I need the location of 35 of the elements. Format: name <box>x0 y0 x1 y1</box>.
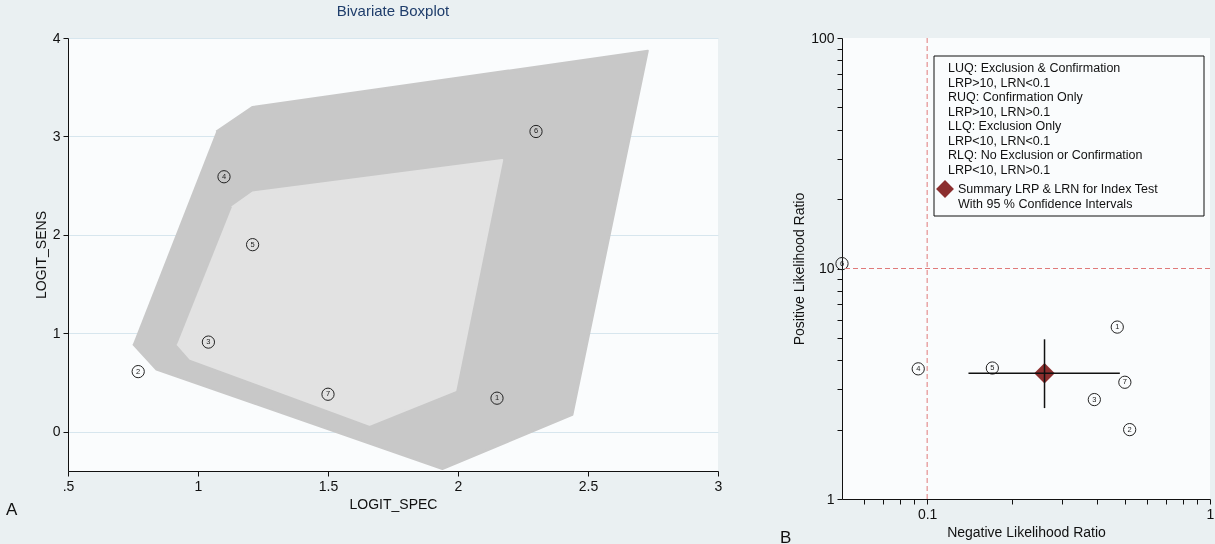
annotation: LUQ: Exclusion & Confirmation <box>948 61 1121 75</box>
x-tick-label: 1 <box>194 477 203 494</box>
x-tick-label: 0.1 <box>917 505 938 522</box>
y-tick-label: 0 <box>52 423 61 440</box>
annotation: RUQ: Confirmation Only <box>948 90 1084 104</box>
y-tick-label: 10 <box>818 260 835 276</box>
y-tick-label: 2 <box>52 226 61 243</box>
x-tick-label: 2 <box>454 477 463 494</box>
annotation: LLQ: Exclusion Only <box>948 119 1062 133</box>
x-axis-title: LOGIT_SPEC <box>349 495 438 512</box>
y-axis-title: LOGIT_SENS <box>32 211 49 299</box>
y-tick-label: 4 <box>52 29 61 46</box>
x-axis-title: Negative Likelihood Ratio <box>947 523 1107 540</box>
annotation: LRP>10, LRN>0.1 <box>948 104 1051 119</box>
y-tick-label: 3 <box>52 127 61 144</box>
text: A <box>6 500 18 519</box>
annotation: LRP<10, LRN<0.1 <box>948 133 1051 148</box>
chart-title: Bivariate Boxplot <box>336 2 451 19</box>
x-tick-label: 1.5 <box>318 477 339 494</box>
x-tick-label: .5 <box>62 477 75 494</box>
point <box>201 335 216 349</box>
annotation: RLQ: No Exclusion or Confirmation <box>948 148 1143 162</box>
text: B <box>780 528 792 544</box>
x-tick-label: 3 <box>714 477 723 494</box>
legend-label: Summary LRP & LRN for Index Test With 95 % Confidence Intervals <box>958 182 1159 211</box>
annotation: LRP<10, LRN>0.1 <box>948 162 1051 177</box>
y-axis-title: Positive Likelihood Ratio <box>791 192 808 346</box>
point <box>245 238 260 252</box>
y-tick-label: 100 <box>811 29 835 46</box>
annotation: LRP>10, LRN<0.1 <box>948 75 1051 90</box>
x-tick-label: 2.5 <box>578 477 599 494</box>
y-tick-label: 1 <box>52 324 61 341</box>
y-tick-label: 1 <box>826 490 835 507</box>
point <box>529 124 543 139</box>
point <box>131 364 145 379</box>
